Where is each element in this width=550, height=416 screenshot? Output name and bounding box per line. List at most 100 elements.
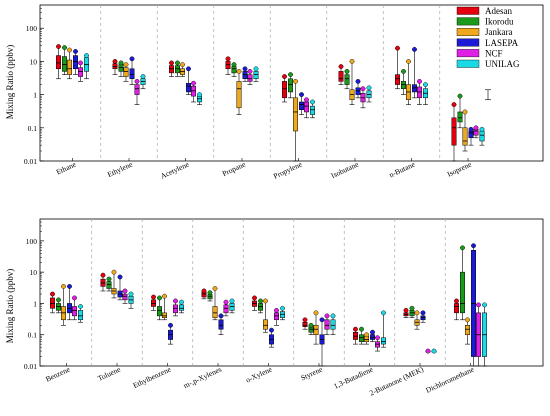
max-marker — [62, 45, 67, 51]
box-o-xylene-unilag — [280, 305, 285, 321]
box-m-p-xylenes-jankara — [212, 286, 218, 321]
box-body — [417, 86, 422, 99]
max-marker — [78, 60, 83, 66]
max-marker — [349, 59, 355, 64]
category-label-m-p-xylenes: m-,p-Xylenes — [182, 365, 223, 391]
category-label-benzene: Benzene — [44, 364, 72, 383]
max-marker — [324, 313, 330, 319]
box-body — [293, 97, 298, 132]
box-dichloromethane-unilag — [482, 302, 487, 367]
legend-swatch-unilag — [456, 59, 480, 68]
max-marker — [451, 102, 457, 107]
max-marker — [375, 335, 380, 341]
box-benzene-ncf — [72, 295, 77, 321]
box-acetylene-ikorodu — [175, 60, 180, 77]
box-styrene-ikorodu — [308, 322, 314, 336]
box-benzene-adesan — [50, 291, 55, 314]
box-isobutane-ikorodu — [344, 68, 350, 90]
box-body — [454, 303, 459, 314]
legend-swatch-adesan — [456, 6, 480, 15]
box-o-xylene-lasepa — [269, 327, 274, 348]
max-marker — [299, 92, 304, 98]
max-marker — [482, 302, 487, 308]
max-marker — [414, 310, 420, 316]
box-2-butanone-mek-adesan — [403, 307, 409, 318]
box-body — [78, 67, 83, 77]
box-acetylene-lasepa — [186, 66, 191, 95]
max-marker — [417, 78, 422, 84]
max-marker — [313, 310, 319, 316]
max-marker — [201, 288, 207, 294]
max-marker — [471, 243, 476, 249]
box-body — [212, 306, 218, 318]
max-marker — [468, 126, 474, 132]
box-body — [175, 65, 180, 74]
max-marker — [252, 295, 257, 301]
box-o-xylene-ncf — [274, 307, 279, 326]
category-label-styrene: Styrene — [299, 364, 324, 382]
box-body — [123, 67, 129, 77]
box-body — [460, 271, 465, 314]
plot-frame — [39, 4, 544, 162]
max-marker — [169, 60, 174, 66]
max-marker — [67, 284, 72, 289]
max-marker — [179, 299, 184, 305]
max-marker — [370, 329, 375, 335]
box-toluene-adesan — [100, 272, 106, 292]
box-propane-ncf — [247, 68, 253, 85]
box-body — [67, 59, 72, 75]
max-marker — [73, 49, 78, 54]
max-marker — [406, 59, 411, 64]
box-styrene-unilag — [330, 313, 336, 336]
box-2-butanone-mek-jankara — [414, 310, 420, 330]
max-marker — [364, 332, 369, 338]
max-marker — [231, 62, 237, 68]
box-propylene-lasepa — [299, 92, 304, 115]
max-marker — [263, 298, 268, 304]
category-label-ethylbenzene: Ethylbenzene — [132, 364, 173, 390]
box-propylene-jankara — [293, 78, 298, 162]
box-ethane-jankara — [67, 47, 72, 80]
box-2-butanone-mek-lasepa — [420, 310, 426, 323]
box-n-butane-ikorodu — [401, 68, 406, 95]
max-marker — [304, 97, 309, 103]
y-tick-label: 100 — [26, 237, 38, 246]
max-marker — [72, 295, 77, 301]
box-body — [78, 310, 83, 321]
box-isoprene-adesan — [451, 102, 457, 162]
max-marker — [162, 293, 167, 299]
category-label-acetylene: Acetylene — [159, 159, 191, 180]
box-body — [72, 306, 77, 317]
box-ethylbenzene-unilag — [179, 299, 184, 314]
box-acetylene-ncf — [191, 80, 196, 103]
box-o-xylene-adesan — [252, 295, 257, 311]
max-marker — [253, 66, 259, 72]
category-label-dichloromethane: Dichloromethane — [424, 364, 476, 394]
box-n-butane-ncf — [417, 78, 422, 105]
box-2-butanone-mek-unilag — [431, 348, 437, 354]
category-label-2-butanone-mek: 2-Butanone (MEK) — [368, 364, 425, 397]
box-body — [330, 319, 336, 330]
max-marker — [225, 56, 231, 62]
max-marker — [412, 46, 417, 52]
box-m-p-xylenes-unilag — [229, 298, 235, 314]
max-marker — [420, 310, 426, 316]
max-marker — [409, 305, 415, 311]
box-body — [395, 74, 400, 85]
box-ethylbenzene-jankara — [162, 293, 167, 321]
max-marker — [134, 78, 140, 84]
box-m-p-xylenes-adesan — [201, 288, 207, 300]
box-styrene-jankara — [313, 310, 319, 345]
box-propylene-ncf — [304, 97, 309, 119]
max-marker — [207, 290, 213, 296]
y-tick-label: 1 — [33, 91, 37, 100]
box-body — [462, 127, 468, 146]
max-marker — [476, 302, 481, 308]
max-marker — [140, 74, 146, 79]
max-marker — [191, 80, 196, 86]
box-body — [56, 303, 61, 311]
category-label-n-butane: n-Butane — [388, 159, 417, 179]
max-marker — [122, 288, 128, 294]
max-marker — [360, 86, 366, 92]
